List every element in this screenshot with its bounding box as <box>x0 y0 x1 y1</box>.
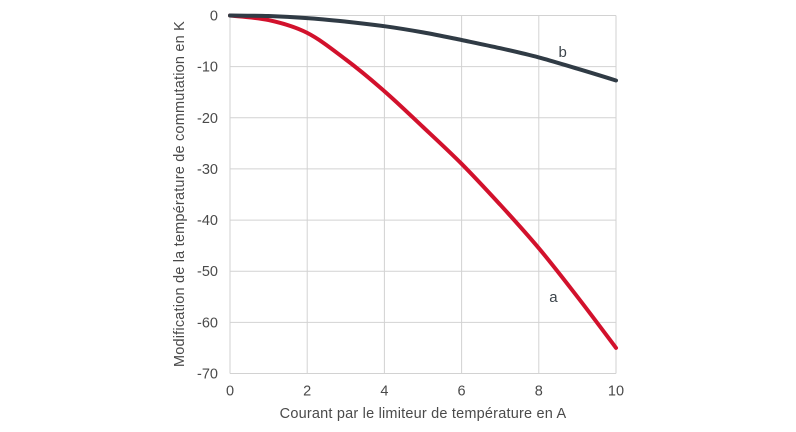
x-tick-label: 4 <box>380 384 388 400</box>
x-axis-title-text: Courant par le limiteur de température e… <box>279 406 567 422</box>
y-tick-label: -60 <box>197 315 218 331</box>
series-a-curve <box>228 13 618 350</box>
y-tick-label: -20 <box>197 111 218 127</box>
y-tick-label: -70 <box>197 367 218 383</box>
x-tick-label: 10 <box>608 384 624 400</box>
y-tick-label: -30 <box>197 162 218 178</box>
y-tick-label: 0 <box>210 9 218 25</box>
y-axis-title: Modification de la température de commut… <box>172 20 188 368</box>
x-tick-label: 8 <box>535 384 543 400</box>
x-tick-label: 0 <box>226 384 234 400</box>
x-tick-label: 6 <box>458 384 466 400</box>
series-a-label: a <box>549 289 558 306</box>
x-tick-label: 2 <box>303 384 311 400</box>
y-tick-label: -10 <box>197 60 218 76</box>
series-b-curve <box>228 13 618 83</box>
y-tick-label: -40 <box>197 213 218 229</box>
series-b-label: b <box>559 44 567 61</box>
y-tick-label: -50 <box>197 264 218 280</box>
x-axis-title: Courant par le limiteur de température e… <box>0 406 796 422</box>
